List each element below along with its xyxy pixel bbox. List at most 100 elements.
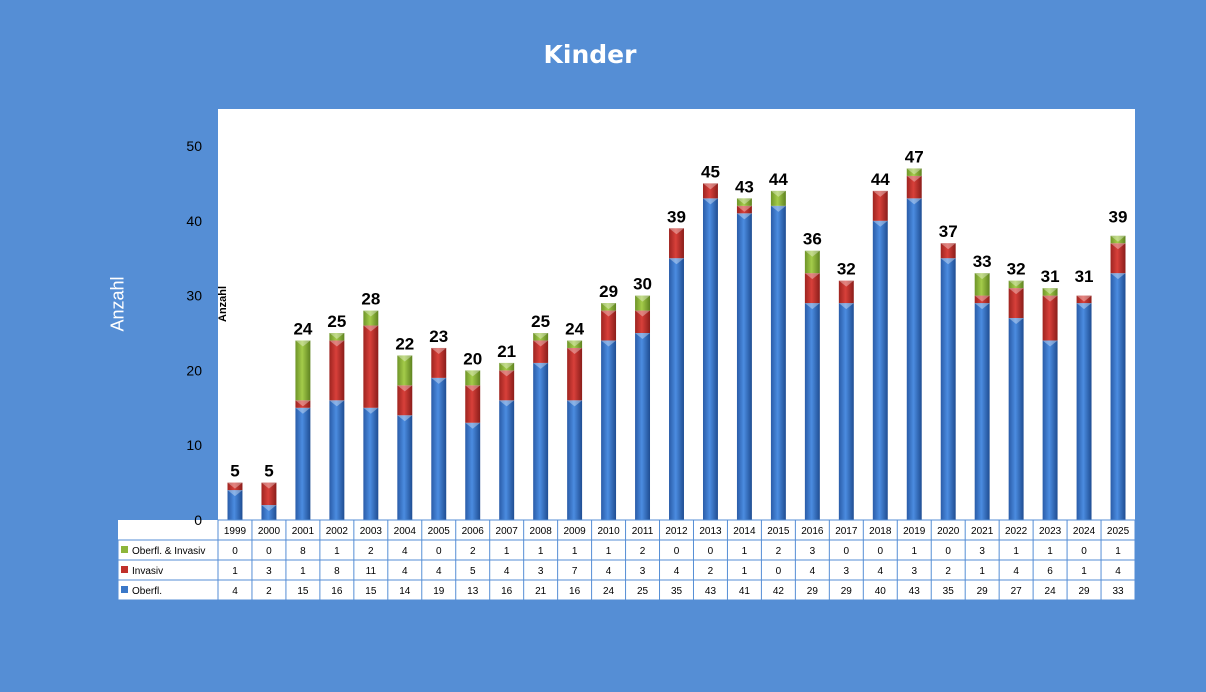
bar-total-label: 31 [1041,267,1060,286]
table-cell: 3 [266,566,272,577]
bar-segment-invasiv [295,400,311,408]
legend-key [121,546,128,553]
table-cell: 8 [300,546,306,557]
bar-segment-oberfl [838,303,854,520]
bar-segment-invasiv-cap [363,325,379,332]
table-cell: 1 [1115,546,1121,557]
bar-segment-oberfl [533,362,549,520]
bar-segment-invasiv-cap [499,370,515,377]
bar-segment-invasiv [838,280,854,304]
bar-segment-invasiv-cap [702,183,718,190]
table-cell: 41 [739,586,751,597]
bar-segment-oberfl-cap [872,220,888,227]
bar-segment-oberfl-invasiv-cap [329,333,345,339]
table-cell: 0 [776,566,782,577]
x-tick-label: 2005 [428,526,451,537]
table-cell: 0 [1081,546,1087,557]
bar-segment-oberfl [1042,340,1058,520]
bar-segment-invasiv-cap [431,347,447,354]
bar-segment-invasiv-cap [465,385,481,392]
bar-segment-oberfl-cap [702,198,718,205]
bar-segment-oberfl-cap [295,407,311,414]
bar-segment-invasiv-cap [601,310,617,317]
x-tick-label: 2022 [1005,526,1028,537]
table-cell: 19 [433,586,445,597]
bar-segment-invasiv-cap [329,340,345,347]
bar-segment-oberfl-invasiv [363,310,379,326]
bar-segment-invasiv [601,310,617,341]
y-tick-label: 50 [186,138,202,154]
bar-total-label: 47 [905,147,924,166]
bar-segment-oberfl-invasiv-cap [736,198,752,205]
bar-segment-oberfl-invasiv-cap [397,355,413,362]
bar-segment-oberfl-invasiv-cap [295,340,311,347]
bar-segment-invasiv-cap [1042,295,1058,302]
x-tick-label: 2013 [699,526,722,537]
bar-segment-invasiv-cap [1076,295,1092,302]
table-cell: 16 [569,586,581,597]
bar-segment-oberfl [499,400,515,520]
table-cell: 1 [742,566,748,577]
bar-segment-oberfl-cap [397,415,413,422]
bar-segment-oberfl-invasiv [974,273,990,296]
bar-total-label: 21 [497,342,516,361]
table-cell: 3 [844,566,850,577]
bar-total-label: 45 [701,162,720,181]
x-tick-label: 2023 [1039,526,1062,537]
table-cell: 0 [877,546,883,557]
bar-segment-invasiv [533,340,549,363]
x-tick-label: 2004 [394,526,417,537]
bar-segment-oberfl-cap [804,303,820,310]
table-cell: 25 [637,586,649,597]
table-cell: 2 [776,546,782,557]
bar-total-label: 31 [1075,267,1094,286]
bar-total-label: 23 [429,327,448,346]
bar-segment-invasiv [736,205,752,214]
bar-segment-oberfl-cap [906,198,922,205]
y-tick-label: 0 [194,512,202,528]
table-cell: 16 [331,586,343,597]
table-cell: 7 [572,566,578,577]
table-cell: 4 [1013,566,1019,577]
bar-total-label: 33 [973,252,992,271]
bar-total-label: 32 [1007,260,1026,279]
bar-segment-oberfl-invasiv [567,340,583,348]
table-cell: 6 [1047,566,1053,577]
table-cell: 3 [640,566,646,577]
bar-segment-invasiv [906,175,922,199]
bar-segment-invasiv-cap [261,482,277,489]
table-cell: 2 [470,546,476,557]
table-cell: 2 [945,566,951,577]
bar-segment-oberfl [804,303,820,520]
bar-segment-oberfl-invasiv-cap [533,333,549,339]
bar-total-label: 32 [837,260,856,279]
table-cell: 1 [911,546,917,557]
bar-segment-oberfl-cap [499,400,515,407]
bar-segment-oberfl-cap [1110,273,1126,280]
table-cell: 2 [368,546,374,557]
table-cell: 1 [572,546,578,557]
bar-segment-oberfl-invasiv [906,168,922,176]
table-cell: 4 [436,566,442,577]
bar-segment-oberfl [431,377,447,520]
x-tick-label: 2007 [496,526,519,537]
bar-segment-oberfl-cap [974,303,990,310]
bar-segment-oberfl-invasiv [533,333,549,341]
bar-segment-invasiv [329,340,345,401]
bar-segment-oberfl-invasiv-cap [804,250,820,257]
bar-segment-invasiv-cap [736,205,752,212]
bar-segment-invasiv-cap [838,280,854,287]
x-tick-label: 2008 [530,526,553,537]
table-cell: 29 [1078,586,1090,597]
bar-segment-oberfl [635,333,651,520]
bar-total-label: 25 [531,312,550,331]
bar-segment-oberfl-cap [465,422,481,429]
bar-total-label: 39 [1109,207,1128,226]
bar-segment-oberfl [1110,273,1126,520]
table-cell: 33 [1112,586,1124,597]
bar-segment-oberfl-invasiv-cap [601,303,617,310]
bar-segment-oberfl-invasiv [804,250,820,274]
table-cell: 2 [708,566,714,577]
bar-total-label: 5 [230,462,239,481]
table-cell: 24 [1045,586,1057,597]
